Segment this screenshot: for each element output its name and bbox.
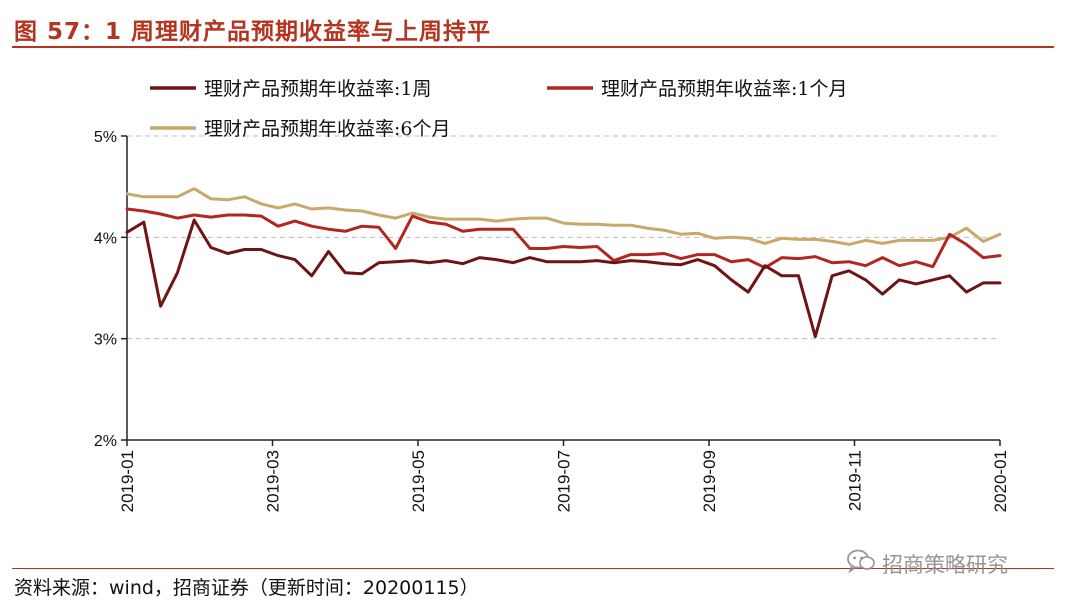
chart-title: 图 57：1 周理财产品预期收益率与上周持平 (14, 19, 492, 45)
title-divider (12, 46, 1054, 48)
wechat-icon (846, 548, 876, 579)
x-tick-label: 2019-09 (700, 450, 719, 512)
legend-label: 理财产品预期年收益率:1周 (204, 78, 432, 100)
watermark: 招商策略研究 (846, 548, 1008, 579)
y-tick-label: 4% (94, 230, 117, 247)
x-tick-label: 2020-01 (991, 450, 1010, 512)
x-tick-label: 2019-03 (264, 450, 283, 512)
legend: 理财产品预期年收益率:1周 理财产品预期年收益率:1个月理财产品预期年收益率:6个… (150, 78, 848, 140)
y-tick-label: 5% (94, 129, 117, 146)
footer-divider (12, 568, 1054, 569)
x-tick-label: 2019-05 (409, 450, 428, 512)
source-note: 资料来源：wind，招商证券（更新时间：20200115） (14, 577, 479, 599)
x-tick-label: 2019-07 (555, 450, 574, 512)
x-tick-label: 2019-11 (846, 450, 865, 511)
legend-label: 理财产品预期年收益率:1个月 (601, 78, 848, 100)
y-tick-label: 2% (94, 433, 117, 450)
watermark-text: 招商策略研究 (882, 552, 1008, 577)
series-line-2 (125, 187, 1002, 246)
x-tick-label: 2019-01 (118, 450, 137, 512)
legend-label: 理财产品预期年收益率:6个月 (204, 118, 451, 140)
axes: 2% 3% 4% 5% 2019-01 2019-03 2019-05 2019-07 2019… (94, 129, 1010, 512)
series-line-0 (125, 218, 1002, 339)
series-line-1 (125, 207, 1002, 270)
series-lines (125, 187, 1002, 339)
grid-lines (127, 135, 1000, 340)
y-tick-label: 3% (94, 332, 117, 349)
